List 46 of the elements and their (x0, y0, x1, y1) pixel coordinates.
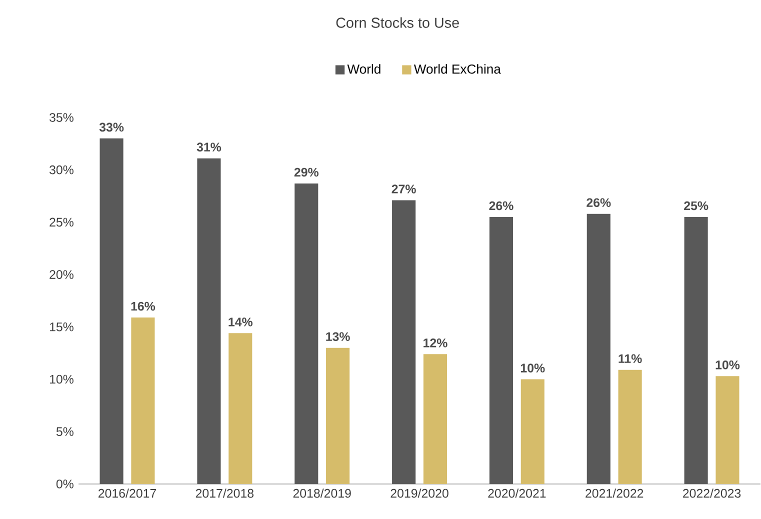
bar (392, 200, 416, 484)
data-label: 27% (392, 184, 416, 194)
y-tick-label: 5% (56, 427, 74, 436)
data-label: 13% (326, 332, 350, 341)
x-tick-label: 2022/2023 (683, 488, 741, 498)
x-tick-label: 2020/2021 (488, 488, 546, 498)
y-tick-label: 25% (50, 218, 74, 226)
bar (684, 216, 708, 484)
data-label: 33% (99, 122, 124, 132)
y-tick-label: 0% (56, 479, 74, 488)
x-tick-label: 2017/2018 (196, 488, 254, 498)
data-label: 26% (586, 198, 611, 207)
data-label: 16% (131, 302, 156, 311)
data-label: 10% (716, 360, 740, 370)
bar (100, 138, 124, 484)
data-label: 10% (520, 363, 545, 372)
data-label: 25% (684, 201, 708, 210)
y-tick-label: 10% (50, 374, 74, 384)
legend-label: World (347, 64, 380, 74)
bar (197, 158, 221, 484)
bar (294, 183, 318, 484)
chart-title: Corn Stocks to Use (336, 17, 459, 28)
data-label: 31% (196, 142, 222, 152)
x-tick-label: 2016/2017 (98, 488, 156, 498)
bar (716, 376, 740, 484)
bar (326, 348, 350, 484)
bar (423, 354, 447, 484)
x-tick-label: 2018/2019 (293, 488, 351, 498)
bar (520, 379, 544, 484)
x-tick-label: 2019/2020 (390, 488, 448, 498)
data-label: 26% (489, 201, 514, 210)
bar (618, 370, 642, 484)
legend-label: World ExChina (414, 64, 501, 74)
y-tick-label: 35% (50, 112, 74, 122)
data-label: 14% (228, 317, 252, 326)
data-label: 12% (424, 338, 448, 348)
y-tick-label: 20% (50, 270, 74, 279)
bar (131, 317, 155, 484)
y-tick-label: 30% (50, 165, 74, 174)
bar (586, 214, 610, 484)
data-label: 11% (618, 354, 642, 363)
bar (228, 333, 252, 484)
x-tick-label: 2021/2022 (586, 488, 644, 498)
y-tick-label: 15% (50, 322, 74, 332)
data-label: 29% (294, 168, 319, 176)
bar (489, 216, 514, 484)
